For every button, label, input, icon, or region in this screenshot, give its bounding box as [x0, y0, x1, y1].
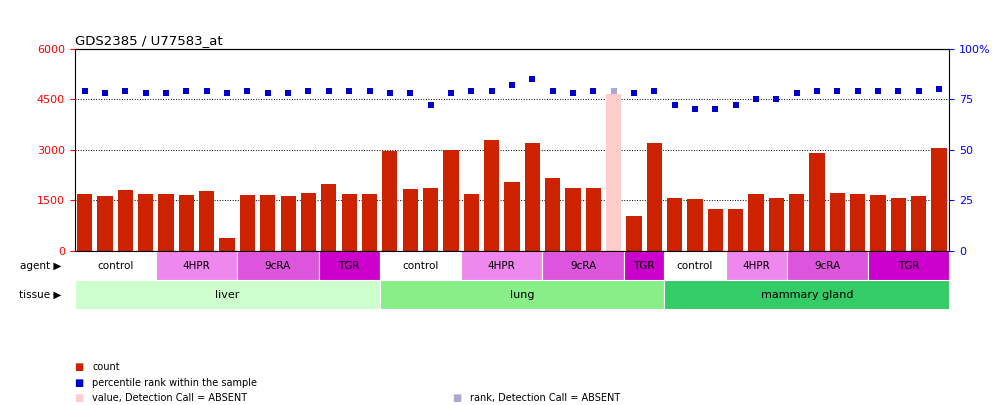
Text: control: control	[97, 261, 133, 271]
Text: percentile rank within the sample: percentile rank within the sample	[92, 378, 257, 388]
Bar	[667, 198, 682, 251]
Bar	[319, 251, 380, 280]
Bar	[301, 193, 316, 251]
Text: ■: ■	[75, 362, 83, 371]
Text: liver: liver	[215, 290, 240, 300]
Bar	[260, 196, 275, 251]
Text: ■: ■	[75, 393, 83, 403]
Bar	[238, 251, 319, 280]
Bar	[688, 199, 703, 251]
Bar	[461, 251, 543, 280]
Bar	[158, 194, 174, 251]
Text: control: control	[403, 261, 438, 271]
Bar	[220, 238, 235, 251]
Bar	[768, 198, 784, 251]
Bar	[342, 194, 357, 251]
Bar	[545, 177, 561, 251]
Bar	[868, 251, 949, 280]
Text: lung: lung	[510, 290, 535, 300]
Text: tissue ▶: tissue ▶	[19, 290, 62, 300]
Bar	[75, 251, 156, 280]
Bar	[664, 280, 949, 309]
Bar	[809, 153, 825, 251]
Bar	[931, 148, 946, 251]
Text: TGR: TGR	[338, 261, 360, 271]
Bar	[748, 194, 763, 251]
Bar	[422, 188, 438, 251]
Bar	[463, 194, 479, 251]
Bar	[156, 251, 238, 280]
Text: agent ▶: agent ▶	[20, 261, 62, 271]
Bar	[664, 251, 726, 280]
Text: mammary gland: mammary gland	[760, 290, 853, 300]
Bar	[484, 140, 499, 251]
Bar	[443, 150, 458, 251]
Text: 4HPR: 4HPR	[183, 261, 211, 271]
Bar	[240, 195, 255, 251]
Bar	[179, 196, 194, 251]
Bar	[647, 143, 662, 251]
Bar	[708, 209, 723, 251]
Text: ■: ■	[452, 393, 461, 403]
Text: rank, Detection Call = ABSENT: rank, Detection Call = ABSENT	[470, 393, 620, 403]
Bar	[117, 190, 133, 251]
Text: GDS2385 / U77583_at: GDS2385 / U77583_at	[75, 34, 223, 47]
Bar	[280, 196, 296, 251]
Text: 4HPR: 4HPR	[488, 261, 516, 271]
Bar	[403, 189, 417, 251]
Text: TGR: TGR	[633, 261, 655, 271]
Text: 4HPR: 4HPR	[743, 261, 770, 271]
Bar	[728, 209, 744, 251]
Bar	[138, 194, 153, 251]
Bar	[97, 196, 112, 251]
Text: TGR: TGR	[898, 261, 919, 271]
Text: ■: ■	[75, 378, 83, 388]
Bar	[606, 94, 621, 251]
Bar	[585, 188, 601, 251]
Text: 9cRA: 9cRA	[570, 261, 596, 271]
Bar	[789, 194, 804, 251]
Text: count: count	[92, 362, 120, 371]
Bar	[504, 182, 520, 251]
Bar	[626, 215, 641, 251]
Text: 9cRA: 9cRA	[814, 261, 840, 271]
Bar	[362, 194, 377, 251]
Bar	[78, 194, 92, 251]
Bar	[199, 191, 215, 251]
Bar	[911, 196, 926, 251]
Bar	[624, 251, 664, 280]
Bar	[566, 188, 580, 251]
Text: control: control	[677, 261, 713, 271]
Bar	[75, 280, 380, 309]
Text: value, Detection Call = ABSENT: value, Detection Call = ABSENT	[92, 393, 248, 403]
Bar	[726, 251, 786, 280]
Bar	[543, 251, 624, 280]
Bar	[383, 151, 398, 251]
Bar	[525, 143, 540, 251]
Bar	[871, 196, 886, 251]
Bar	[380, 280, 664, 309]
Bar	[321, 183, 336, 251]
Bar	[380, 251, 461, 280]
Text: 9cRA: 9cRA	[264, 261, 291, 271]
Bar	[830, 193, 845, 251]
Bar	[891, 198, 907, 251]
Bar	[786, 251, 868, 280]
Bar	[850, 194, 866, 251]
